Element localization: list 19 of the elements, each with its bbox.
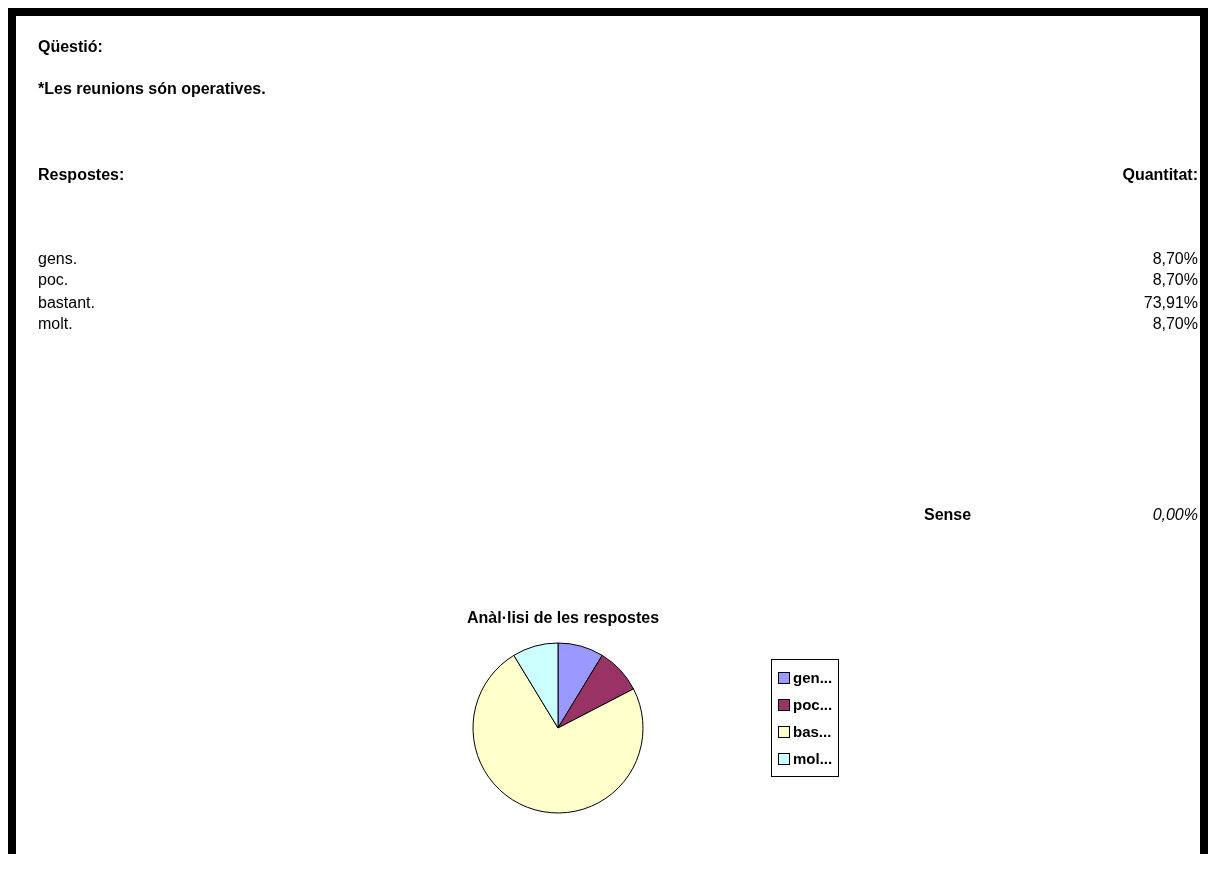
legend-label: bas... xyxy=(793,723,832,740)
legend-label: poc... xyxy=(793,696,833,713)
text: 8,70% xyxy=(1151,315,1198,333)
text: Qüestió: xyxy=(38,38,103,56)
legend-label: gen... xyxy=(793,669,833,686)
text: Quantitat: xyxy=(1121,166,1198,184)
text: bastant. xyxy=(38,294,95,312)
text: 0,00% xyxy=(1151,506,1198,524)
text: molt. xyxy=(38,315,73,333)
text: 73,91% xyxy=(1142,294,1198,312)
text: gens. xyxy=(38,250,78,268)
text: Respostes: xyxy=(38,166,125,184)
chart-title: Anàl·lisi de les respostes xyxy=(465,609,661,627)
text: *Les reunions són operatives. xyxy=(38,80,266,98)
legend-label: mol... xyxy=(793,750,833,767)
text: poc. xyxy=(38,271,69,289)
text: 8,70% xyxy=(1151,271,1198,289)
text: 8,70% xyxy=(1151,250,1198,268)
text: Sense xyxy=(924,506,972,524)
